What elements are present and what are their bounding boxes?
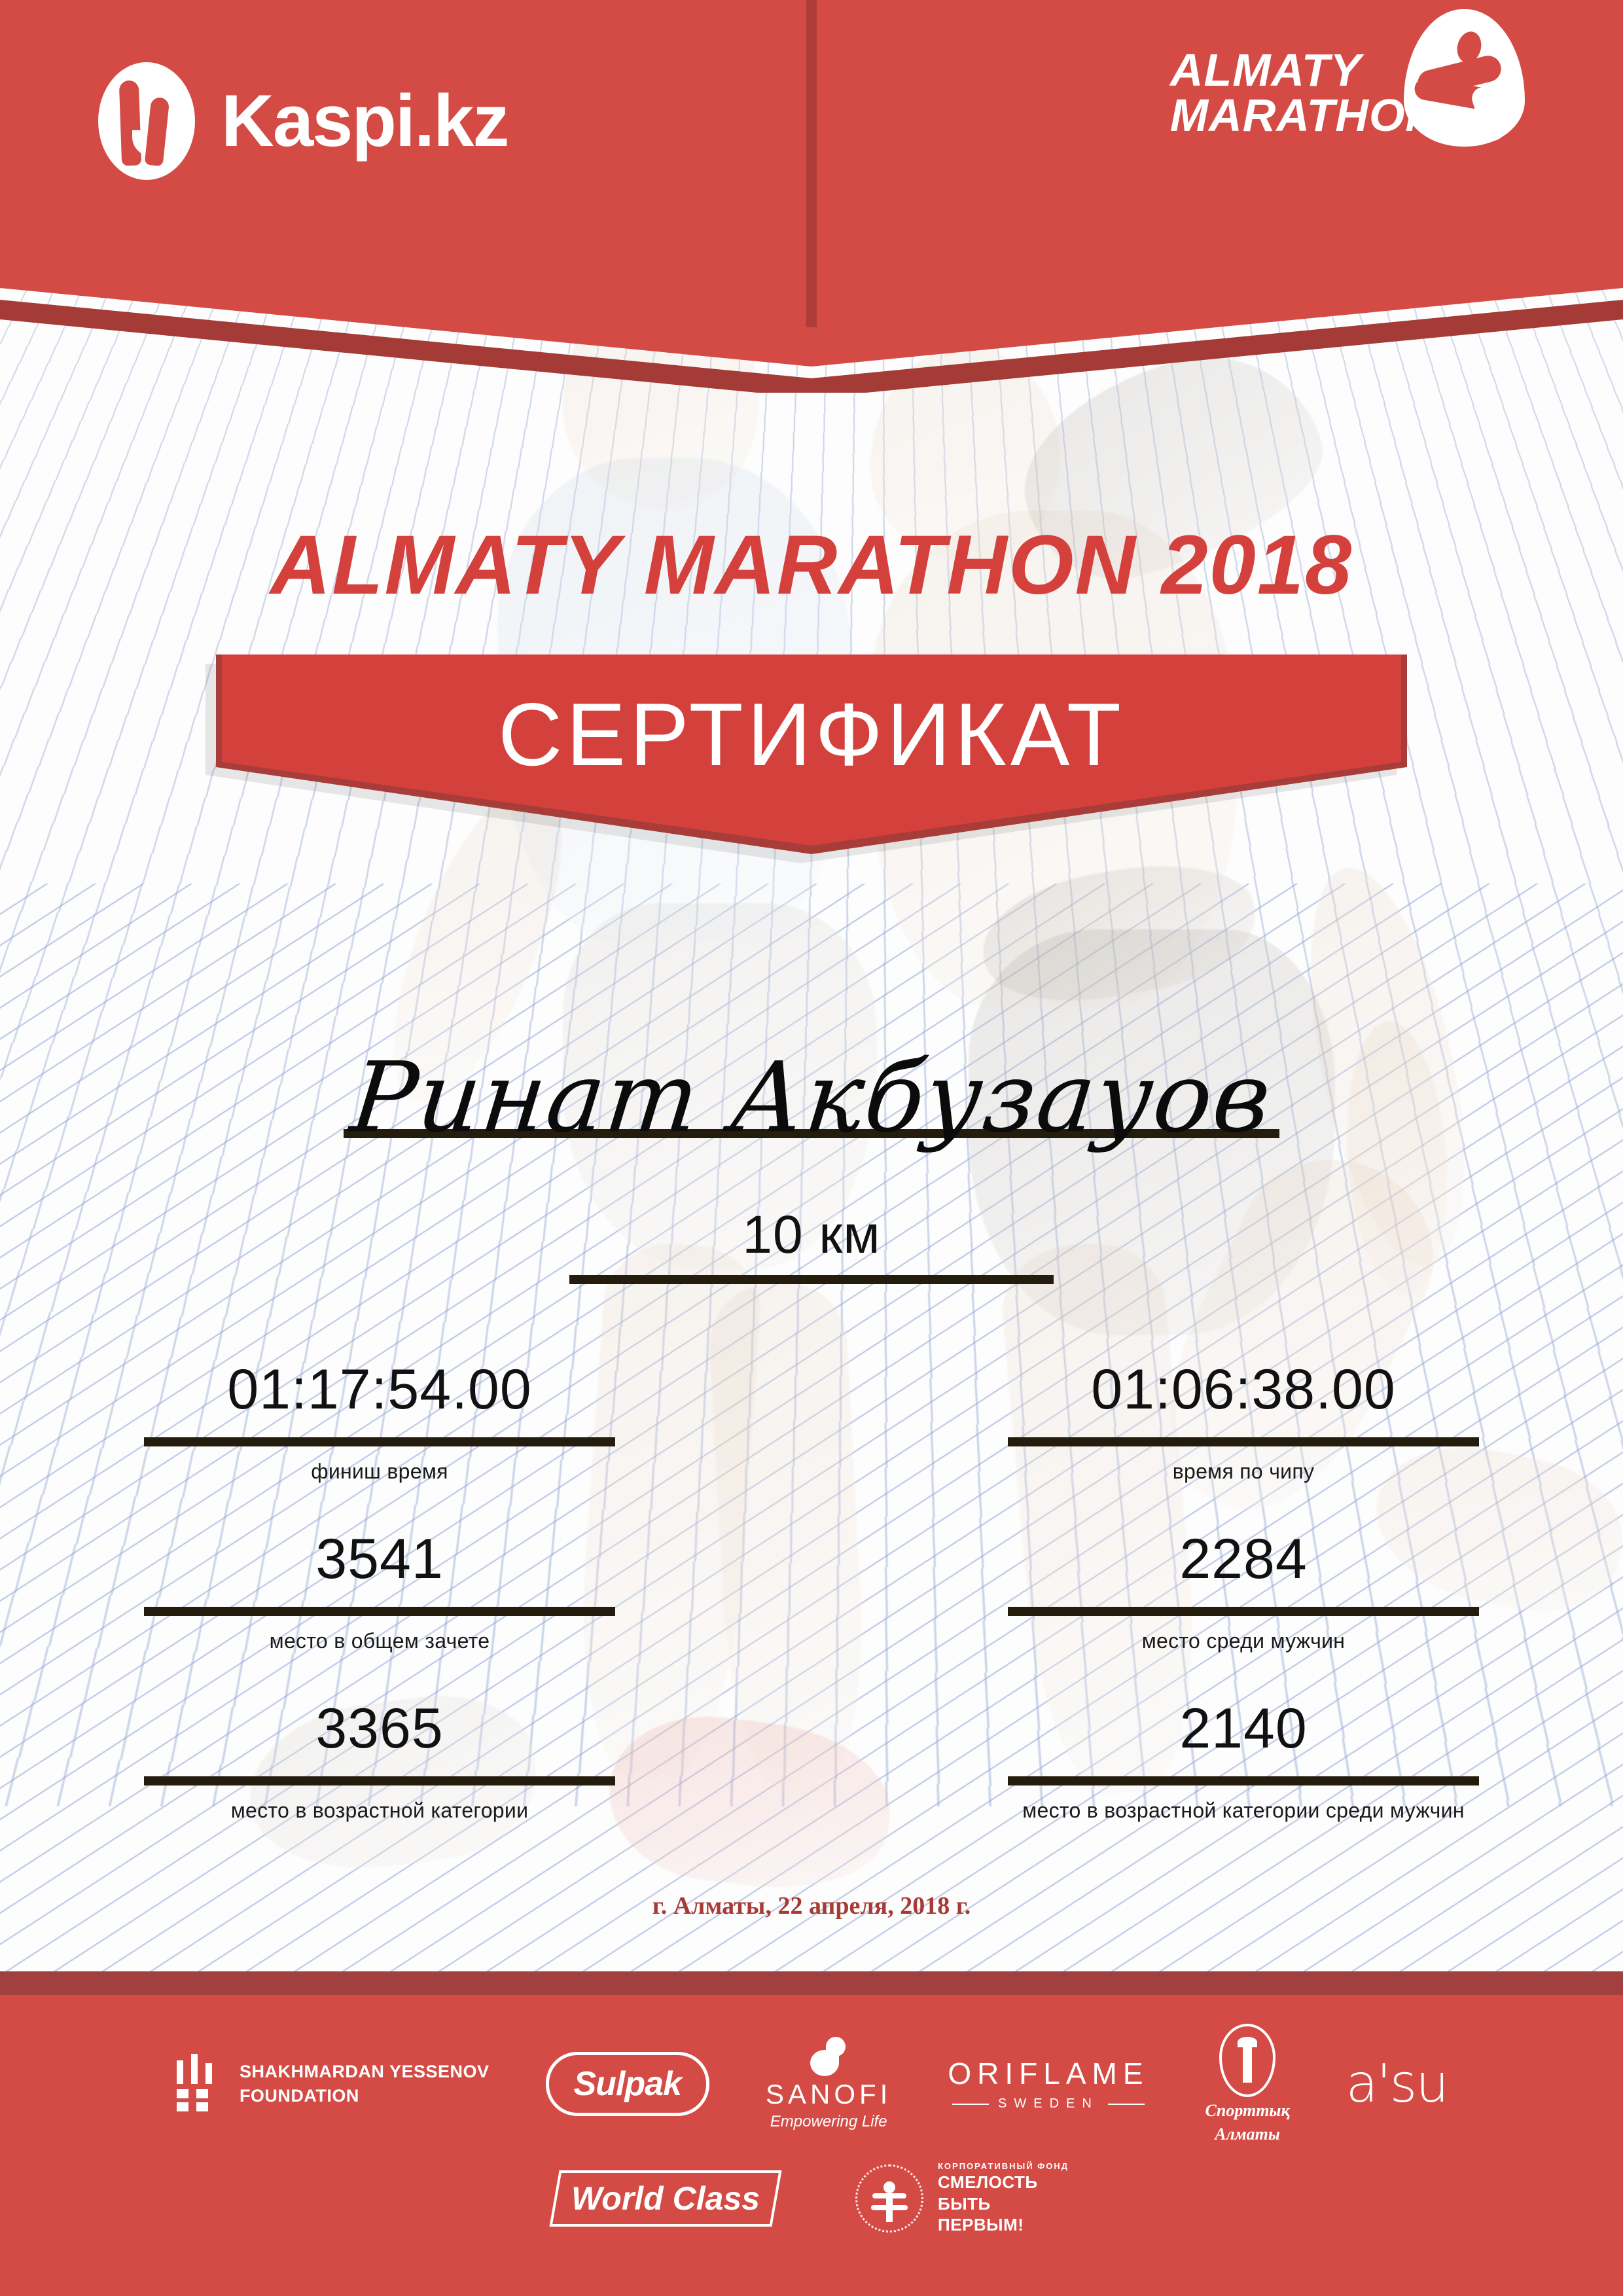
result-value: 01:06:38.00: [1091, 1358, 1396, 1421]
sponsor-asu[interactable]: a'su: [1346, 2053, 1449, 2115]
smelost-line-1: СМЕЛОСТЬ: [938, 2172, 1038, 2193]
runner-icon-leg-2: [1469, 84, 1508, 144]
world-class-wordmark: World Class: [571, 2179, 760, 2217]
smelost-line-2: БЫТЬ: [938, 2193, 991, 2214]
result-value: 2284: [1179, 1528, 1308, 1590]
smelost-icon-head: [883, 2181, 895, 2193]
sponsor-sport-almaty[interactable]: Спорттық Алматы: [1205, 2024, 1290, 2144]
yessenov-line-1: SHAKHMARDAN YESSENOV: [239, 2062, 490, 2082]
smelost-wordmark: КОРПОРАТИВНЫЙ ФОНД СМЕЛОСТЬ БЫТЬ ПЕРВЫМ!: [938, 2161, 1069, 2236]
sponsor-row-1: SHAKHMARDAN YESSENOV FOUNDATION Sulpak S…: [0, 1995, 1623, 2144]
sanofi-tagline: Empowering Life: [770, 2112, 887, 2130]
certificate-banner: СЕРТИФИКАТ: [205, 655, 1407, 863]
results-row: 01:17:54.00 финиш время 01:06:38.00 врем…: [0, 1361, 1623, 1484]
result-finish-time: 01:17:54.00 финиш время: [144, 1361, 615, 1484]
results-grid: 01:17:54.00 финиш время 01:06:38.00 врем…: [0, 1361, 1623, 1870]
results-row: 3365 место в возрастной категории 2140 м…: [0, 1700, 1623, 1823]
result-chip-time: 01:06:38.00 время по чипу: [1008, 1361, 1479, 1484]
kaspi-icon-bridge: [132, 130, 175, 156]
kaspi-logo[interactable]: Kaspi.kz: [98, 62, 509, 180]
result-underline: [144, 1607, 615, 1616]
sponsor-yessenov-foundation[interactable]: SHAKHMARDAN YESSENOV FOUNDATION: [175, 2053, 490, 2114]
almaty-marathon-wordmark: ALMATY MARATHON: [1169, 45, 1439, 141]
athlete-name-row: Ринат Акбузауов: [0, 1041, 1623, 1154]
almaty-marathon-runner-icon: [1404, 9, 1525, 147]
header-center-seam: [806, 0, 817, 327]
athlete-name-underline: [344, 1129, 1279, 1139]
oriflame-sub: SWEDEN: [952, 2096, 1145, 2111]
kaspi-family-icon: [98, 62, 195, 180]
result-label: место в общем зачете: [269, 1629, 490, 1653]
smelost-fund-icon: [855, 2164, 923, 2233]
smelost-arc-text: КОРПОРАТИВНЫЙ ФОНД: [938, 2161, 1069, 2171]
result-underline: [144, 1437, 615, 1446]
result-overall-place: 3541 место в общем зачете: [144, 1531, 615, 1653]
sponsor-sulpak[interactable]: Sulpak: [545, 2051, 709, 2116]
sport-almaty-crest-icon: [1219, 2024, 1276, 2097]
sponsor-world-class[interactable]: World Class: [549, 2170, 782, 2227]
oriflame-wordmark: ORIFLAME: [948, 2056, 1149, 2091]
sulpak-wordmark: Sulpak: [573, 2064, 682, 2103]
result-label: место в возрастной категории среди мужчи…: [1022, 1799, 1465, 1822]
event-date-location: г. Алматы, 22 апреля, 2018 г.: [652, 1892, 971, 1920]
almaty-marathon-logo[interactable]: ALMATY MARATHON: [1169, 9, 1525, 147]
sponsor-sanofi[interactable]: SANOFI Empowering Life: [766, 2036, 892, 2131]
sponsor-oriflame[interactable]: ORIFLAME SWEDEN: [948, 2056, 1149, 2111]
result-label: время по чипу: [1172, 1460, 1315, 1483]
certificate-label: СЕРТИФИКАТ: [498, 685, 1125, 784]
result-label: место в возрастной категории: [230, 1799, 529, 1822]
yessenov-foundation-icon: [175, 2053, 223, 2114]
result-underline: [1008, 1607, 1479, 1616]
sport-almaty-line-2: Алматы: [1215, 2124, 1280, 2144]
result-value: 01:17:54.00: [227, 1358, 532, 1421]
asu-wordmark: a'su: [1346, 2053, 1449, 2115]
yessenov-line-2: FOUNDATION: [239, 2085, 359, 2106]
sport-almaty-line-1: Спорттық: [1205, 2101, 1290, 2120]
yessenov-foundation-wordmark: SHAKHMARDAN YESSENOV FOUNDATION: [240, 2060, 490, 2108]
result-value: 3365: [315, 1697, 444, 1760]
certificate-banner-wrap: СЕРТИФИКАТ: [0, 655, 1623, 863]
footer-top-edge: [0, 1971, 1623, 1995]
result-underline: [1008, 1776, 1479, 1785]
result-age-category-men-place: 2140 место в возрастной категории среди …: [1008, 1700, 1479, 1823]
sanofi-icon: [810, 2036, 847, 2076]
result-underline: [1008, 1437, 1479, 1446]
result-label: финиш время: [311, 1460, 448, 1483]
results-row: 3541 место в общем зачете 2284 место сре…: [0, 1531, 1623, 1653]
almaty-marathon-line-1: ALMATY: [1169, 45, 1362, 96]
smelost-icon-ring: [855, 2164, 923, 2233]
kaspi-wordmark: Kaspi.kz: [221, 80, 509, 162]
smelost-icon-belt: [871, 2204, 908, 2210]
sponsor-smelost-byt-pervym[interactable]: КОРПОРАТИВНЫЙ ФОНД СМЕЛОСТЬ БЫТЬ ПЕРВЫМ!: [855, 2161, 1069, 2236]
result-underline: [144, 1776, 615, 1785]
distance-underline: [569, 1275, 1054, 1284]
sponsor-row-2: World Class КОРПОРАТИВНЫЙ ФОНД СМЕЛОСТЬ …: [0, 2144, 1623, 2236]
result-men-place: 2284 место среди мужчин: [1008, 1531, 1479, 1653]
sanofi-wordmark: SANOFI: [766, 2078, 892, 2109]
smelost-line-3: ПЕРВЫМ!: [938, 2215, 1024, 2235]
result-value: 2140: [1179, 1697, 1308, 1760]
athlete-name: Ринат Акбузауов: [346, 1041, 1277, 1154]
distance-row: 10 км: [0, 1204, 1623, 1284]
footer-sponsors: SHAKHMARDAN YESSENOV FOUNDATION Sulpak S…: [0, 1995, 1623, 2296]
result-age-category-place: 3365 место в возрастной категории: [144, 1700, 615, 1823]
event-title: ALMATY MARATHON 2018: [270, 518, 1353, 612]
result-value: 3541: [315, 1528, 444, 1590]
result-label: место среди мужчин: [1141, 1629, 1346, 1653]
almaty-marathon-line-2: MARATHON: [1169, 90, 1439, 141]
distance-value: 10 км: [742, 1205, 881, 1265]
